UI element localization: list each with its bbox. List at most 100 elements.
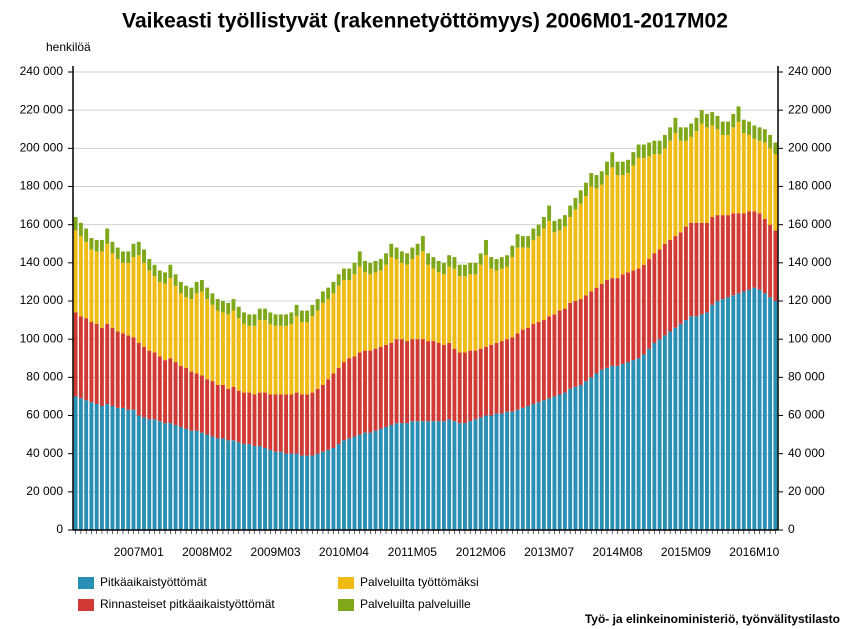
bar-segment xyxy=(463,276,467,353)
bar-segment xyxy=(352,356,357,437)
bar-segment xyxy=(289,453,294,530)
bar-segment xyxy=(636,268,641,359)
bar-segment xyxy=(99,405,104,530)
bar-segment xyxy=(194,373,199,431)
bar-segment xyxy=(473,262,478,275)
bar-segment xyxy=(242,312,246,324)
x-tick-label: 2013M07 xyxy=(524,545,574,559)
bar-segment xyxy=(73,230,78,313)
bar-segment xyxy=(705,312,709,530)
bar-segment xyxy=(605,175,609,281)
bar-segment xyxy=(284,325,289,395)
y2-tick-label: 120 000 xyxy=(788,293,832,307)
bar-segment xyxy=(347,268,352,281)
bar-segment xyxy=(573,386,578,530)
bar-segment xyxy=(236,390,241,443)
bar-segment xyxy=(336,274,341,286)
bar-segment xyxy=(94,323,99,405)
bar-segment xyxy=(468,274,473,351)
bar-segment xyxy=(94,251,99,324)
bar-segment xyxy=(678,140,683,233)
bar-segment xyxy=(426,421,431,530)
bar-segment xyxy=(657,249,662,340)
bar-segment xyxy=(510,257,515,338)
bar-segment xyxy=(347,280,352,359)
bar-segment xyxy=(189,430,194,530)
bar-segment xyxy=(357,266,362,353)
bar-segment xyxy=(215,299,220,311)
bar-segment xyxy=(620,175,625,275)
bar-segment xyxy=(368,274,373,351)
bar-segment xyxy=(268,449,273,530)
bar-segment xyxy=(452,348,457,422)
bar-segment xyxy=(426,341,431,422)
bar-segment xyxy=(768,224,773,298)
bar-segment xyxy=(142,249,146,263)
bar-segment xyxy=(662,243,667,336)
bar-segment xyxy=(757,213,762,290)
bar-segment xyxy=(99,251,104,328)
bar-segment xyxy=(578,203,583,300)
bar-segment xyxy=(78,398,83,530)
bar-segment xyxy=(499,268,504,342)
bar-segment xyxy=(89,321,94,403)
bar-segment xyxy=(720,121,725,135)
bar-segment xyxy=(589,377,594,530)
bar-segment xyxy=(310,392,315,456)
bar-segment xyxy=(768,297,773,530)
bar-segment xyxy=(189,287,194,300)
bar-segment xyxy=(557,218,562,231)
y2-tick-label: 240 000 xyxy=(788,64,832,78)
bar-segment xyxy=(615,175,620,279)
x-tick-label: 2014M08 xyxy=(593,545,643,559)
bar-segment xyxy=(757,140,762,214)
bar-segment xyxy=(620,363,625,530)
bar-segment xyxy=(699,123,704,223)
bar-segment xyxy=(536,402,541,530)
bar-segment xyxy=(447,255,452,267)
bar-segment xyxy=(399,262,404,340)
bar-segment xyxy=(394,423,399,530)
bar-segment xyxy=(752,287,757,530)
bar-segment xyxy=(447,266,452,343)
bar-segment xyxy=(626,159,631,174)
bar-segment xyxy=(673,133,678,237)
bar-segment xyxy=(247,444,252,530)
bar-segment xyxy=(384,253,388,265)
bar-segment xyxy=(131,257,136,338)
source: Työ- ja elinkeinoministeriö, työnvälitys… xyxy=(585,612,840,626)
bar-segment xyxy=(73,396,78,530)
bar-segment xyxy=(168,278,173,359)
bar-segment xyxy=(736,213,741,294)
bar-segment xyxy=(84,400,89,530)
bar-segment xyxy=(457,352,462,424)
bar-segment xyxy=(610,167,615,279)
bar-segment xyxy=(163,423,168,530)
bar-segment xyxy=(557,230,562,311)
bar-segment xyxy=(420,339,425,422)
bar-segment xyxy=(94,239,99,252)
bar-segment xyxy=(373,260,378,273)
bar-segment xyxy=(636,157,641,269)
bar-segment xyxy=(178,293,183,366)
bar-segment xyxy=(752,125,757,139)
x-tick-label: 2011M05 xyxy=(388,545,437,559)
y2-tick-label: 40 000 xyxy=(788,446,825,460)
bar-segment xyxy=(752,211,757,288)
bar-segment xyxy=(189,299,194,372)
bar-segment xyxy=(726,215,730,298)
y2-tick-label: 160 000 xyxy=(788,217,832,231)
y-tick-label: 60 000 xyxy=(26,408,63,422)
bar-segment xyxy=(468,262,473,275)
bar-segment xyxy=(683,127,688,141)
x-tick-label: 2007M01 xyxy=(114,545,164,559)
bar-segment xyxy=(331,293,336,374)
bar-segment xyxy=(352,262,357,275)
bar-segment xyxy=(515,234,520,248)
bar-segment xyxy=(420,421,425,530)
bar-segment xyxy=(731,295,736,530)
bar-segment xyxy=(242,392,246,445)
bar-segment xyxy=(378,270,383,347)
bar-segment xyxy=(110,253,115,328)
bar-segment xyxy=(320,384,325,452)
